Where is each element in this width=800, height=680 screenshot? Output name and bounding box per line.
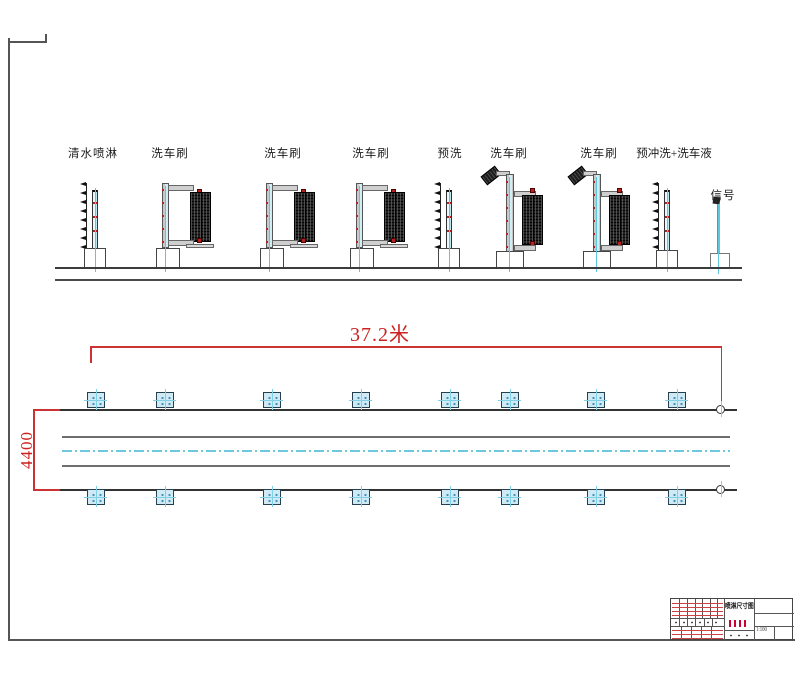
water-centerline [718, 204, 719, 274]
width-dim-ext-top [33, 409, 62, 411]
sheet-border-tick [45, 34, 47, 42]
anchor-plate [349, 486, 372, 507]
spray-post-prerinse [652, 182, 692, 272]
end-bolt-marker-top [716, 401, 725, 417]
brush-unit-1 [150, 180, 216, 272]
nozzle-rail [85, 183, 87, 255]
label-prewash: 预洗 [437, 148, 463, 160]
plan-rail-top [60, 409, 737, 411]
sheet-border-left [8, 38, 10, 640]
label-brush-5: 洗车刷 [580, 148, 618, 160]
label-prerinse-detergent: 预冲洗+洗车液 [636, 148, 712, 160]
anchor-plate [498, 389, 521, 410]
label-brush-4: 洗车刷 [490, 148, 528, 160]
brush-foot [186, 244, 214, 248]
anchor-plate [438, 389, 461, 410]
brush-roller [522, 195, 543, 245]
brush-post [506, 174, 514, 253]
anchor-plate [84, 486, 107, 507]
lane-edge-upper [62, 436, 730, 438]
water-centerline [94, 188, 96, 272]
width-dim-line [33, 410, 35, 490]
water-centerline [165, 186, 166, 272]
brush-top-arm [168, 185, 194, 191]
drawing-title: 喷淋尺寸图 [725, 602, 754, 610]
label-brush-3: 洗车刷 [352, 148, 390, 160]
end-bolt-marker-bottom [716, 481, 725, 497]
sheet-border-bottom [8, 639, 795, 641]
drawing-scale: 1:100 [756, 627, 767, 633]
lane-edge-lower [62, 465, 730, 467]
label-brush-2: 洗车刷 [264, 148, 302, 160]
brush-unit-3 [344, 180, 410, 272]
brush-unit-2 [254, 180, 320, 272]
length-dim-ext-left [90, 346, 92, 363]
plan-rail-bottom [60, 489, 737, 491]
anchor-plate [349, 389, 372, 410]
brush-bottom-arm [168, 240, 194, 246]
anchor-plate [665, 486, 688, 507]
brush-unit-panel-2 [567, 165, 633, 272]
length-dim-line [90, 346, 722, 348]
panel-arm [496, 171, 510, 176]
anchor-plate [438, 486, 461, 507]
anchor-plate [260, 486, 283, 507]
anchor-plate [665, 389, 688, 410]
length-dim-ext-right [720, 346, 722, 407]
sheet-border-top-mark [8, 41, 47, 43]
brush-roller [190, 192, 211, 242]
brush-unit-panel-1 [480, 165, 546, 272]
device-base [156, 248, 180, 268]
anchor-plate [153, 486, 176, 507]
lane-centerline [62, 450, 730, 452]
anchor-plate [84, 389, 107, 410]
anchor-plate [153, 389, 176, 410]
signal-post [706, 196, 736, 274]
device-base [710, 253, 730, 268]
length-dimension-text: 37.2米 [350, 324, 410, 346]
spray-post-prewash [434, 182, 474, 272]
label-clean-water-spray: 清水喷淋 [68, 148, 118, 160]
anchor-plate [498, 486, 521, 507]
anchor-plate [260, 389, 283, 410]
ground-line-upper [55, 267, 742, 269]
ground-line-lower [55, 279, 742, 281]
width-dim-ext-bottom [33, 489, 62, 491]
label-brush-1: 洗车刷 [151, 148, 189, 160]
spray-post-clean-water [80, 182, 120, 272]
title-block: 喷淋尺寸图 1:100 [670, 598, 794, 641]
anchor-plate [584, 486, 607, 507]
anchor-plate [584, 389, 607, 410]
